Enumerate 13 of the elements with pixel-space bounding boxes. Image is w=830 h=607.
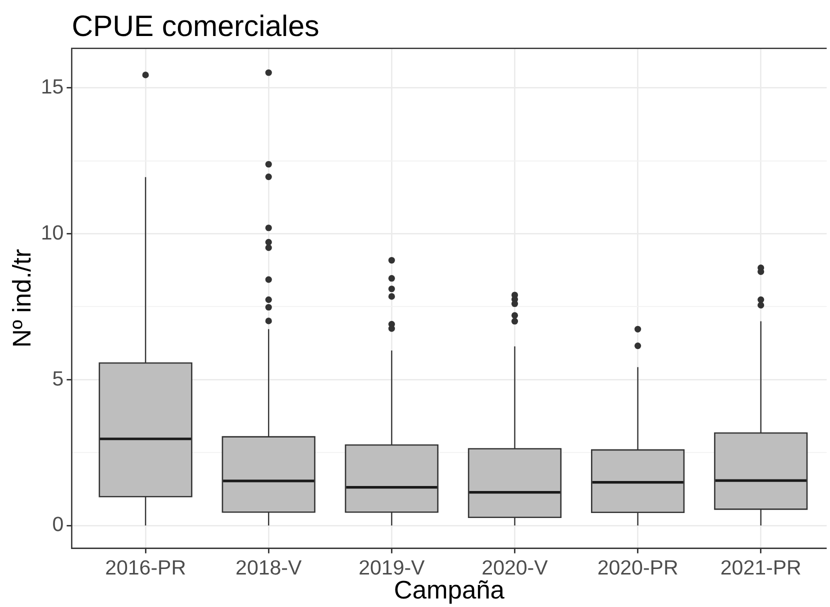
x-tick-label: 2020-PR — [597, 556, 678, 580]
y-tick-label: 15 — [40, 75, 64, 98]
x-tick-label: 2020-V — [482, 556, 548, 580]
y-axis-title: Nº ind./tr — [8, 248, 36, 348]
chart-title: CPUE comerciales — [72, 10, 320, 43]
y-tick-label: 5 — [52, 367, 64, 390]
x-tick-label: 2016-PR — [105, 556, 186, 580]
x-axis-title: Campaña — [394, 576, 506, 605]
y-tick-label: 0 — [52, 513, 64, 536]
y-tick-label: 10 — [40, 221, 64, 244]
x-tick-label: 2018-V — [236, 556, 302, 580]
x-tick-label: 2021-PR — [720, 556, 802, 580]
x-tick-label: 2019-V — [358, 556, 426, 580]
